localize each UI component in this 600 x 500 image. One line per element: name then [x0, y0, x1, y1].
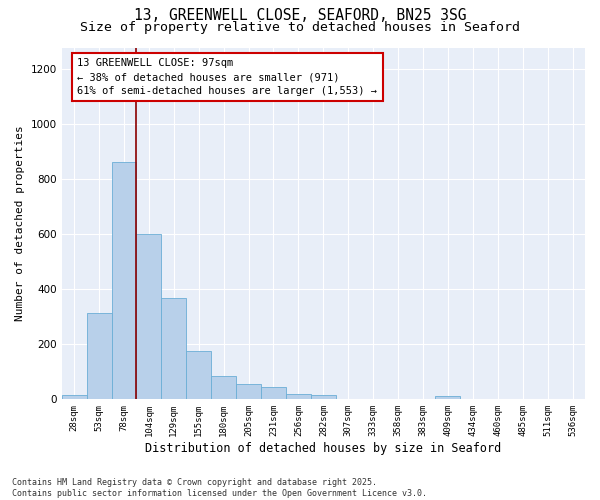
Text: 13, GREENWELL CLOSE, SEAFORD, BN25 3SG: 13, GREENWELL CLOSE, SEAFORD, BN25 3SG [134, 8, 466, 22]
Bar [161, 298, 186, 400]
Bar [311, 395, 336, 400]
Text: Size of property relative to detached houses in Seaford: Size of property relative to detached ho… [80, 22, 520, 35]
X-axis label: Distribution of detached houses by size in Seaford: Distribution of detached houses by size … [145, 442, 502, 455]
Bar [211, 376, 236, 400]
Bar [236, 384, 261, 400]
Bar [261, 387, 286, 400]
Bar [112, 162, 136, 400]
Bar [436, 396, 460, 400]
Y-axis label: Number of detached properties: Number of detached properties [15, 126, 25, 322]
Bar [136, 234, 161, 400]
Bar [86, 312, 112, 400]
Text: 13 GREENWELL CLOSE: 97sqm
← 38% of detached houses are smaller (971)
61% of semi: 13 GREENWELL CLOSE: 97sqm ← 38% of detac… [77, 58, 377, 96]
Bar [286, 394, 311, 400]
Bar [62, 395, 86, 400]
Bar [186, 351, 211, 400]
Text: Contains HM Land Registry data © Crown copyright and database right 2025.
Contai: Contains HM Land Registry data © Crown c… [12, 478, 427, 498]
